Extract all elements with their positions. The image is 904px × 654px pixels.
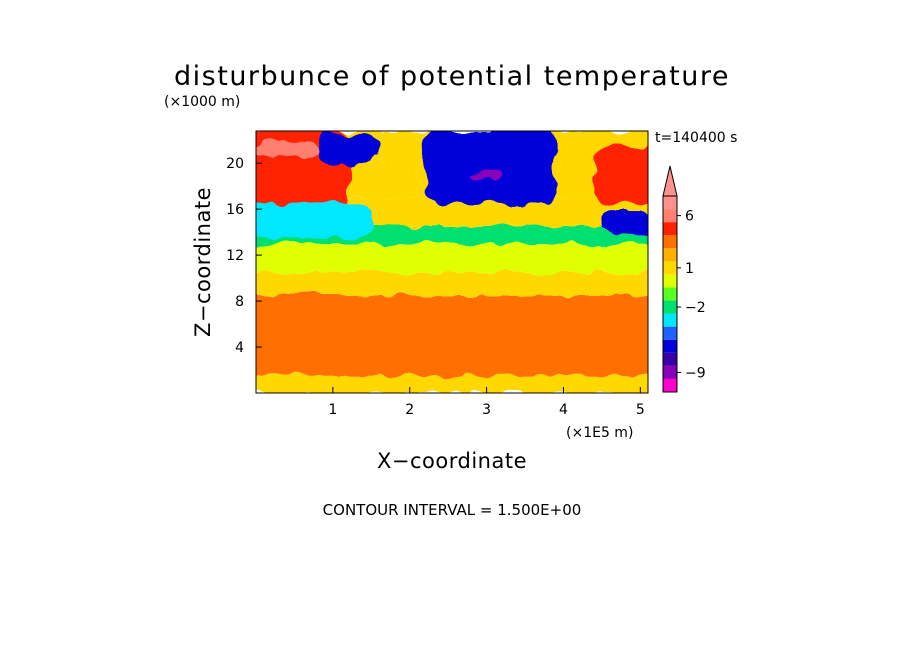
- chart-title: disturbunce of potential temperature: [174, 61, 730, 92]
- field-region: [470, 172, 503, 181]
- field-region: [256, 375, 648, 393]
- colorbar-segment: [663, 326, 677, 340]
- colorbar-label: −9: [685, 365, 706, 381]
- x-axis-title: X−coordinate: [377, 449, 527, 473]
- field-region: [256, 295, 648, 376]
- x-tick-label: 3: [482, 402, 491, 418]
- x-tick-label: 4: [559, 402, 568, 418]
- y-tick-label: 8: [235, 294, 244, 310]
- field-region: [256, 140, 318, 158]
- colorbar-label: −2: [685, 300, 706, 316]
- field-region: [317, 134, 380, 164]
- contour-interval-label: CONTOUR INTERVAL = 1.500E+00: [323, 501, 582, 519]
- plot-frame: [255, 130, 649, 394]
- field-region: [256, 203, 372, 238]
- colorbar-segment: [663, 248, 677, 262]
- colorbar-extend-arrow: [662, 165, 678, 197]
- field-region: [256, 272, 648, 296]
- colorbar-segment: [663, 339, 677, 353]
- y-tick-label: 20: [226, 156, 244, 172]
- x-scale-label: (×1E5 m): [566, 425, 633, 441]
- y-axis-title: Z−coordinate: [191, 187, 215, 337]
- field-region: [601, 211, 648, 235]
- colorbar-segment: [663, 196, 677, 210]
- colorbar-segment: [663, 274, 677, 288]
- x-tick-label: 1: [328, 402, 337, 418]
- colorbar-label: 1: [685, 261, 694, 277]
- x-axis: 1 2 3 4 5: [328, 387, 645, 418]
- colorbar-segment: [663, 235, 677, 249]
- x-tick-label: 2: [405, 402, 414, 418]
- colorbar-segment: [663, 222, 677, 236]
- x-tick-label: 5: [636, 402, 645, 418]
- colorbar-segment: [663, 313, 677, 327]
- colorbar: 6 1 −2 −9: [662, 165, 706, 393]
- colorbar-segment: [663, 352, 677, 366]
- field-region: [424, 131, 557, 204]
- colorbar-label: 6: [685, 209, 694, 225]
- colorbar-segment: [663, 365, 677, 379]
- y-tick-label: 12: [226, 248, 244, 264]
- field-region: [256, 243, 648, 273]
- time-label: t=140400 s: [655, 130, 737, 146]
- colorbar-segment: [663, 378, 677, 392]
- field-region: [593, 145, 648, 204]
- colorbar-segment: [663, 300, 677, 314]
- y-axis: 4 8 12 16 20: [226, 156, 262, 356]
- y-scale-label: (×1000 m): [164, 94, 240, 110]
- colorbar-segment: [663, 209, 677, 223]
- heatmap-field: [256, 131, 648, 393]
- colorbar-segment: [663, 261, 677, 275]
- y-tick-label: 16: [226, 202, 244, 218]
- colorbar-segment: [663, 287, 677, 301]
- y-tick-label: 4: [235, 340, 244, 356]
